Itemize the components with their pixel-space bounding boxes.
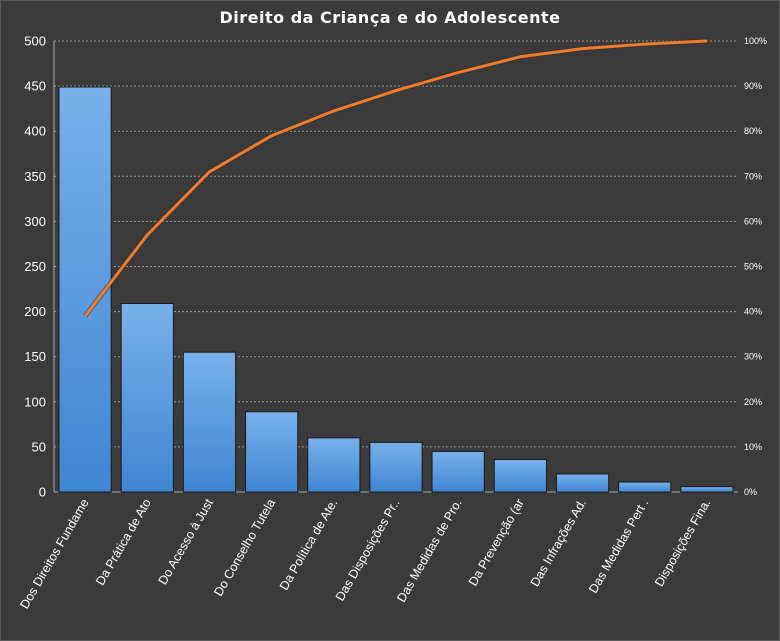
x-axis-categories: Dos Direitos Fundame Da Prática de Ato Do … — [17, 496, 713, 611]
y-tick-label: 450 — [24, 79, 46, 94]
y-tick-label: 500 — [24, 34, 46, 49]
y2-tick-label: 90% — [744, 81, 762, 91]
bar-series — [58, 86, 734, 493]
x-tick-label: Da Política de Ate. — [277, 497, 341, 593]
bar — [493, 459, 547, 493]
y2-tick-label: 30% — [744, 352, 762, 362]
x-tick-label: Das Medidas Pert . — [586, 497, 651, 596]
x-tick-label: Das Disposições Pr.. — [333, 497, 403, 604]
gridlines — [54, 40, 738, 448]
cumulative-line-series — [83, 38, 708, 318]
chart-title: Direito da Criança e do Adolescente — [219, 8, 561, 27]
x-tick-label: Do Conselho Tutela — [211, 496, 278, 598]
y2-tick-label: 100% — [744, 36, 767, 46]
y2-tick-label: 50% — [744, 262, 762, 272]
x-tick-label: Da Prevenção (ar — [466, 497, 527, 589]
y-tick-label: 400 — [24, 124, 46, 139]
y-axis-left: 0 50 100 150 200 250 300 350 400 450 500 — [24, 34, 738, 500]
bar — [555, 473, 610, 493]
y-axis-right: 0% 10% 20% 30% 40% 50% 60% 70% 80% 90% 100% — [744, 36, 767, 497]
y-tick-label: 150 — [24, 349, 46, 364]
x-tick-label: Da Prática de Ato — [93, 496, 154, 587]
y-tick-label: 50 — [32, 439, 46, 454]
x-tick-label: Disposições Fina. — [652, 497, 713, 589]
y2-tick-label: 0% — [744, 487, 757, 497]
bar — [245, 411, 299, 493]
y2-tick-label: 60% — [744, 216, 762, 226]
y2-tick-label: 70% — [744, 171, 762, 181]
bar — [618, 481, 672, 493]
y-tick-label: 100 — [24, 394, 46, 409]
y-tick-label: 350 — [24, 169, 46, 184]
y2-tick-label: 40% — [744, 307, 762, 317]
y2-tick-label: 10% — [744, 442, 762, 452]
y2-tick-label: 80% — [744, 126, 762, 136]
cumulative-line-shadow — [83, 38, 708, 318]
x-tick-label: Das Medidas de Pro. — [394, 497, 464, 605]
bar — [120, 302, 174, 493]
bar — [369, 441, 423, 493]
x-tick-label: Das Infrações Ad. — [528, 497, 589, 589]
bar — [307, 437, 361, 493]
bar — [431, 450, 485, 493]
x-tick-label: Do Acesso à Just — [156, 496, 217, 587]
y-tick-label: 200 — [24, 304, 46, 319]
bar — [680, 486, 734, 493]
y-tick-label: 300 — [24, 214, 46, 229]
bar — [182, 351, 237, 493]
y-tick-label: 0 — [39, 485, 46, 500]
x-tick-label: Dos Direitos Fundame — [17, 496, 91, 611]
y2-tick-label: 20% — [744, 397, 762, 407]
y-tick-label: 250 — [24, 259, 46, 274]
cumulative-line — [83, 39, 707, 318]
